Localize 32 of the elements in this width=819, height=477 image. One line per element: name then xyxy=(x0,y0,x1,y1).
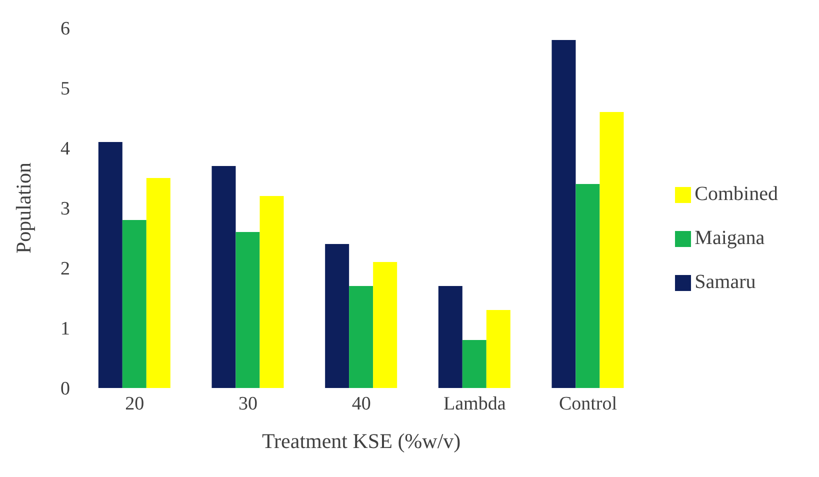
x-tick-label: 40 xyxy=(352,393,371,414)
x-tick-label: 30 xyxy=(238,393,258,414)
bar xyxy=(212,166,236,388)
bar xyxy=(122,220,146,388)
bar xyxy=(438,286,462,388)
bar xyxy=(576,184,600,388)
y-tick-label: 1 xyxy=(60,318,70,340)
y-tick-label: 4 xyxy=(60,138,70,160)
y-tick-label: 3 xyxy=(60,198,70,220)
x-tick-label: Control xyxy=(558,393,618,414)
y-tick-label: 2 xyxy=(60,258,70,280)
legend-label: Combined xyxy=(694,183,778,205)
bar xyxy=(486,310,510,388)
bar xyxy=(349,286,374,388)
bar xyxy=(325,244,350,388)
bar xyxy=(600,112,624,388)
bar xyxy=(146,178,170,388)
y-tick-label: 0 xyxy=(60,378,70,400)
bar xyxy=(236,232,260,388)
bar xyxy=(98,142,122,388)
x-axis-title: Treatment KSE (%w/v) xyxy=(262,428,461,453)
y-tick-label: 5 xyxy=(60,78,70,100)
legend-label: Samaru xyxy=(694,271,756,293)
x-tick-label: Lambda xyxy=(444,393,506,414)
y-axis-title: Population xyxy=(11,162,36,254)
x-tick-label: 20 xyxy=(125,393,144,414)
bar xyxy=(462,340,486,388)
bar xyxy=(552,40,576,388)
legend-label: Maigana xyxy=(694,227,765,249)
bar xyxy=(260,196,284,388)
y-tick-label: 6 xyxy=(60,18,70,40)
bar xyxy=(373,262,398,388)
